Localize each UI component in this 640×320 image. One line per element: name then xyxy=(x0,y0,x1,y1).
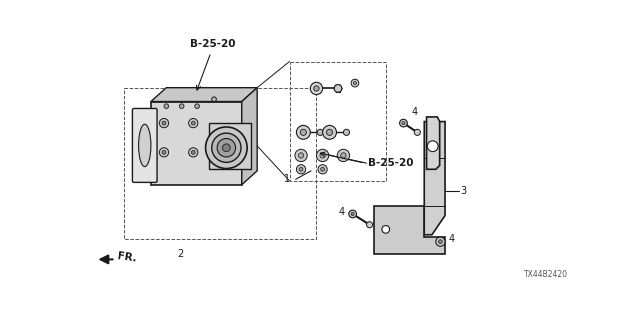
Circle shape xyxy=(223,144,230,152)
Circle shape xyxy=(191,150,195,154)
Circle shape xyxy=(367,222,372,228)
Bar xyxy=(209,123,251,169)
Circle shape xyxy=(337,149,349,162)
Circle shape xyxy=(351,212,354,215)
Text: 2: 2 xyxy=(177,249,183,260)
Circle shape xyxy=(300,129,307,135)
Text: 4: 4 xyxy=(448,234,454,244)
Circle shape xyxy=(299,167,303,171)
Circle shape xyxy=(320,153,325,158)
Ellipse shape xyxy=(139,124,151,167)
Circle shape xyxy=(296,125,310,139)
Circle shape xyxy=(179,104,184,108)
Circle shape xyxy=(349,210,356,218)
Polygon shape xyxy=(424,122,445,235)
Polygon shape xyxy=(242,88,257,185)
Circle shape xyxy=(323,125,337,139)
Circle shape xyxy=(317,129,323,135)
Circle shape xyxy=(217,139,236,157)
Circle shape xyxy=(438,240,442,244)
Bar xyxy=(151,101,242,185)
Bar xyxy=(289,61,386,181)
Text: 4: 4 xyxy=(411,107,417,117)
Circle shape xyxy=(159,118,168,128)
Circle shape xyxy=(310,82,323,95)
Circle shape xyxy=(162,121,166,125)
Circle shape xyxy=(298,153,304,158)
Circle shape xyxy=(189,118,198,128)
FancyBboxPatch shape xyxy=(132,108,157,182)
Circle shape xyxy=(353,82,356,84)
Circle shape xyxy=(402,122,405,124)
Circle shape xyxy=(295,149,307,162)
Circle shape xyxy=(321,167,324,171)
Circle shape xyxy=(340,153,346,158)
Circle shape xyxy=(212,133,241,162)
Circle shape xyxy=(162,150,166,154)
Text: TX44B2420: TX44B2420 xyxy=(524,270,568,279)
Circle shape xyxy=(191,121,195,125)
Circle shape xyxy=(351,79,359,87)
Circle shape xyxy=(212,97,216,101)
Bar xyxy=(124,88,316,239)
Circle shape xyxy=(205,127,247,169)
Text: B-25-20: B-25-20 xyxy=(368,158,413,168)
Polygon shape xyxy=(374,206,445,254)
Polygon shape xyxy=(151,88,257,101)
Text: 4: 4 xyxy=(339,207,345,217)
Text: 1: 1 xyxy=(284,174,291,184)
Circle shape xyxy=(344,129,349,135)
Circle shape xyxy=(296,165,306,174)
Circle shape xyxy=(318,165,327,174)
Text: B-25-20: B-25-20 xyxy=(189,39,236,49)
Text: 3: 3 xyxy=(460,186,467,196)
Circle shape xyxy=(189,148,198,157)
Polygon shape xyxy=(427,117,440,169)
Circle shape xyxy=(164,104,168,108)
Circle shape xyxy=(382,226,390,233)
Circle shape xyxy=(316,149,329,162)
Circle shape xyxy=(159,148,168,157)
Circle shape xyxy=(334,84,342,92)
Circle shape xyxy=(232,155,239,161)
Text: FR.: FR. xyxy=(117,252,138,264)
Circle shape xyxy=(414,129,420,135)
Circle shape xyxy=(436,237,445,246)
Circle shape xyxy=(314,86,319,91)
Circle shape xyxy=(326,129,333,135)
Circle shape xyxy=(399,119,407,127)
Circle shape xyxy=(195,104,200,108)
Circle shape xyxy=(428,141,438,152)
